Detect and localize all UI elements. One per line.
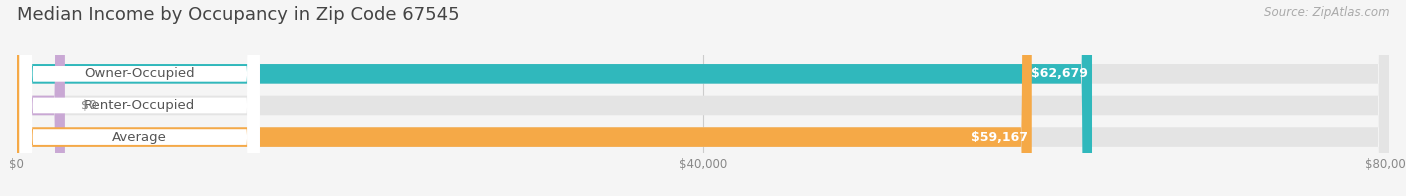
FancyBboxPatch shape xyxy=(17,0,1092,196)
Text: Source: ZipAtlas.com: Source: ZipAtlas.com xyxy=(1264,6,1389,19)
FancyBboxPatch shape xyxy=(20,0,260,196)
FancyBboxPatch shape xyxy=(17,0,1389,196)
Text: Renter-Occupied: Renter-Occupied xyxy=(84,99,195,112)
Text: $62,679: $62,679 xyxy=(1031,67,1088,80)
Text: $59,167: $59,167 xyxy=(970,131,1028,144)
FancyBboxPatch shape xyxy=(20,0,260,196)
FancyBboxPatch shape xyxy=(17,0,1032,196)
FancyBboxPatch shape xyxy=(17,0,1389,196)
FancyBboxPatch shape xyxy=(20,0,260,196)
FancyBboxPatch shape xyxy=(17,0,65,196)
Text: Median Income by Occupancy in Zip Code 67545: Median Income by Occupancy in Zip Code 6… xyxy=(17,6,460,24)
Text: $0: $0 xyxy=(82,99,97,112)
FancyBboxPatch shape xyxy=(17,0,1389,196)
Text: Owner-Occupied: Owner-Occupied xyxy=(84,67,195,80)
Text: Average: Average xyxy=(112,131,167,144)
